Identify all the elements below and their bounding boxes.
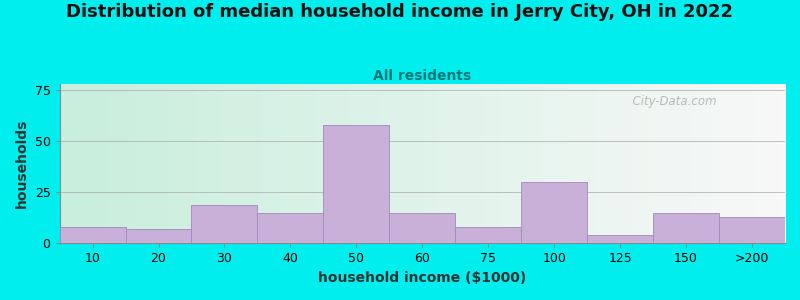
Bar bbox=[522, 182, 587, 243]
Bar bbox=[455, 227, 522, 243]
Title: All residents: All residents bbox=[373, 69, 471, 83]
Bar bbox=[126, 229, 191, 243]
Bar bbox=[587, 235, 653, 243]
Bar bbox=[258, 213, 323, 243]
Text: Distribution of median household income in Jerry City, OH in 2022: Distribution of median household income … bbox=[66, 3, 734, 21]
Text: City-Data.com: City-Data.com bbox=[626, 95, 717, 108]
Bar bbox=[323, 125, 390, 243]
Y-axis label: households: households bbox=[15, 119, 29, 208]
Bar bbox=[653, 213, 719, 243]
Bar bbox=[59, 227, 126, 243]
Bar bbox=[719, 217, 785, 243]
Bar bbox=[390, 213, 455, 243]
Bar bbox=[191, 205, 258, 243]
X-axis label: household income ($1000): household income ($1000) bbox=[318, 271, 526, 285]
